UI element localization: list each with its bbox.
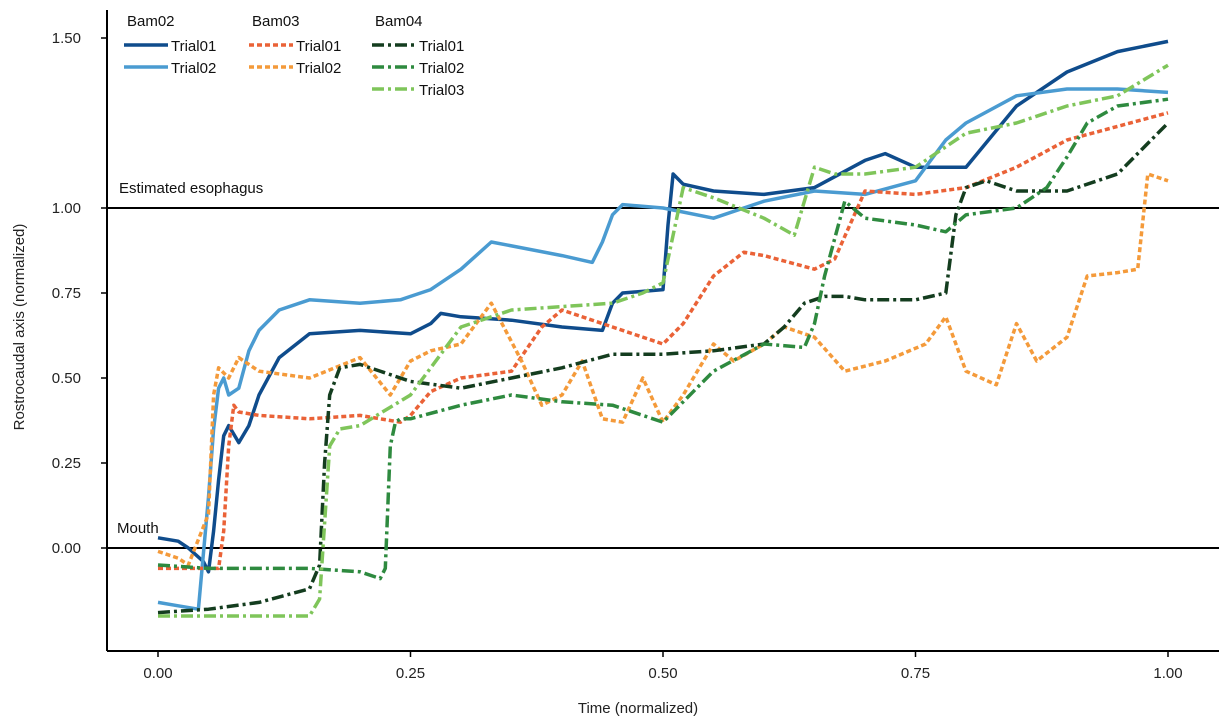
axes [106, 10, 1219, 652]
y-tick-label: 0.25 [52, 455, 81, 472]
series-layer [157, 39, 1170, 618]
legend-entry-label: Trial01 [296, 38, 341, 55]
series-line-bam02-trial02 [157, 87, 1169, 611]
legend-entry-label: Trial02 [171, 60, 216, 77]
ticks: 0.00 0.25 0.50 0.75 1.00 0.00 0.25 0.50 0.75 1.00… [52, 30, 1183, 682]
series-line-bam04-trial02 [157, 97, 1169, 581]
series-line-bam04-trial03 [158, 63, 1169, 618]
legend-entry-label: Trial02 [296, 60, 341, 77]
reference-line-label: Estimated esophagus [119, 180, 263, 197]
legend-group-title: Bam04 [375, 13, 423, 30]
x-tick-label: 0.75 [901, 665, 930, 682]
reference-line-label: Mouth [117, 520, 159, 537]
legend-entry-label: Trial03 [419, 82, 464, 99]
y-tick-label: 0.00 [52, 540, 81, 557]
legend-group-title: Bam02 [127, 13, 175, 30]
legend-entry-label: Trial01 [419, 38, 464, 55]
series-line-bam03-trial02 [157, 172, 1169, 567]
y-tick-label: 1.00 [52, 200, 81, 217]
legend-entry-label: Trial02 [419, 60, 464, 77]
annotations: Estimated esophagus Mouth [117, 180, 263, 537]
x-axis-title: Time (normalized) [578, 700, 698, 717]
series-line-bam03-trial01 [158, 111, 1169, 571]
legend-entry-label: Trial01 [171, 38, 216, 55]
reference-lines [107, 207, 1219, 549]
series-line-bam02-trial01 [157, 39, 1169, 574]
y-tick-label: 1.50 [52, 30, 81, 47]
series-line-bam04-trial01 [157, 121, 1170, 615]
x-tick-label: 0.25 [396, 665, 425, 682]
y-axis-title: Rostrocaudal axis (normalized) [11, 224, 28, 431]
x-tick-label: 0.50 [648, 665, 677, 682]
x-tick-label: 1.00 [1153, 665, 1182, 682]
y-tick-label: 0.75 [52, 285, 81, 302]
y-tick-label: 0.50 [52, 370, 81, 387]
legend: Bam02 Trial01 Trial02 Bam03 Trial01 Trial02 Ba… [124, 13, 464, 99]
x-tick-label: 0.00 [143, 665, 172, 682]
legend-group-title: Bam03 [252, 13, 300, 30]
